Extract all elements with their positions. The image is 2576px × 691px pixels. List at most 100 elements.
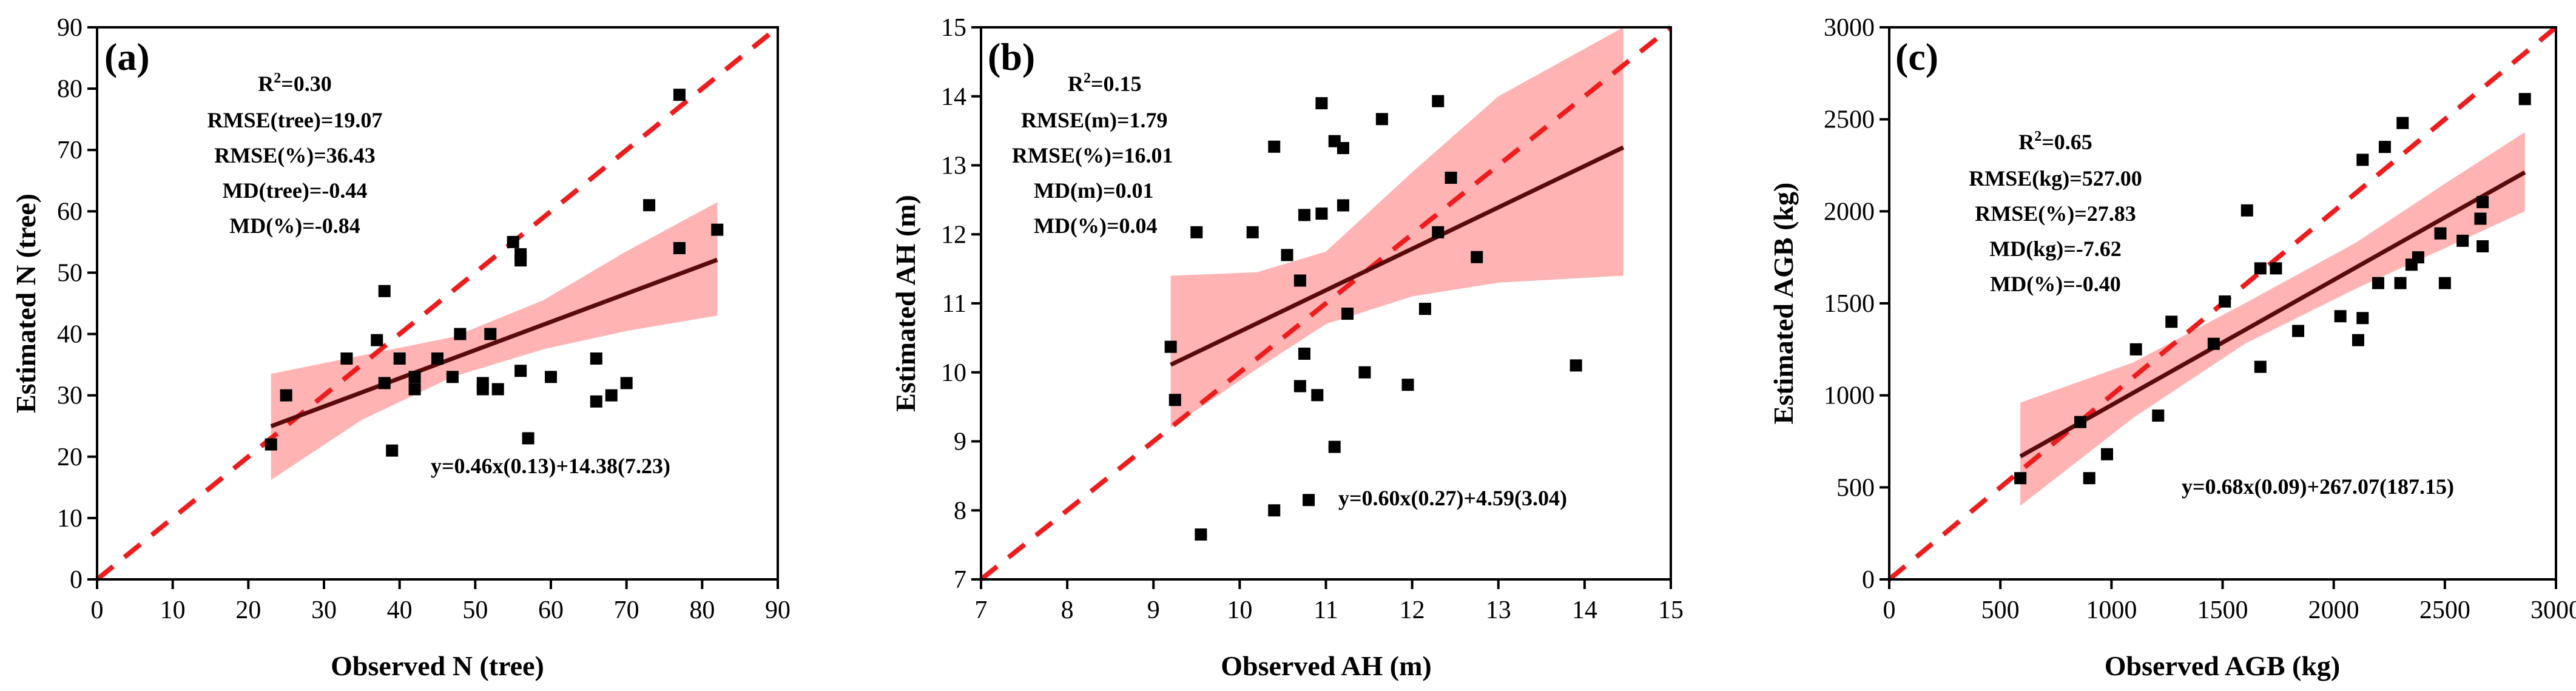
data-point [1418, 303, 1431, 315]
data-point [484, 328, 497, 340]
y-tick-label: 70 [57, 137, 83, 164]
y-tick-label: 90 [57, 14, 83, 42]
data-point [2254, 360, 2267, 373]
x-tick-label: 14 [1572, 596, 1597, 624]
panel-label: (b) [988, 35, 1035, 78]
data-point [491, 383, 504, 396]
data-point [2083, 472, 2096, 485]
data-point [2412, 251, 2424, 264]
data-point [2356, 153, 2369, 166]
data-point [1341, 308, 1354, 320]
regression-equation: y=0.60x(0.27)+4.59(3.04) [1338, 486, 1567, 510]
data-point [1328, 440, 1341, 453]
x-tick-label: 20 [235, 596, 261, 624]
y-tick-label: 60 [57, 198, 83, 226]
x-tick-label: 11 [1313, 596, 1338, 624]
data-point [2014, 472, 2027, 485]
y-tick-label: 9 [954, 428, 966, 456]
data-point [522, 432, 534, 445]
data-point [1303, 494, 1315, 507]
data-point [2477, 196, 2489, 209]
data-point [2074, 416, 2087, 428]
y-tick-label: 11 [942, 290, 966, 318]
stats-box: R2=0.65 RMSE(kg)=527.00 RMSE(%)=27.83 MD… [1969, 129, 2142, 296]
data-point [265, 438, 277, 451]
data-point [1311, 389, 1324, 402]
data-point [2372, 277, 2384, 289]
y-tick-label: 80 [57, 75, 83, 103]
x-axis-label: Observed AGB (kg) [2105, 650, 2340, 681]
y-tick-label: 7 [954, 566, 966, 594]
y-tick-label: 0 [1862, 566, 1875, 594]
x-tick-label: 70 [614, 596, 639, 624]
x-tick-label: 8 [1061, 596, 1074, 624]
x-tick-label: 0 [91, 596, 104, 624]
data-point [2394, 277, 2407, 289]
y-tick-label: 3000 [1824, 14, 1875, 42]
x-tick-label: 1500 [2197, 596, 2248, 624]
data-point [2334, 310, 2347, 323]
data-point [673, 242, 686, 254]
confidence-band [2020, 132, 2525, 506]
data-point [2378, 141, 2391, 153]
rmse-percent-stat: RMSE(%)=36.43 [214, 143, 376, 167]
x-tick-label: 9 [1147, 596, 1160, 624]
y-tick-label: 1500 [1824, 290, 1875, 318]
data-point [408, 371, 421, 383]
data-point [1293, 274, 1306, 287]
x-tick-label: 1000 [2086, 596, 2137, 624]
one-to-one-line [979, 25, 1673, 582]
data-point [1268, 504, 1281, 517]
data-point [2152, 410, 2165, 422]
data-point [620, 377, 633, 389]
data-point [1281, 249, 1293, 261]
y-tick-label: 1000 [1824, 382, 1875, 410]
data-point [2129, 343, 2142, 356]
data-point [408, 383, 421, 396]
plot-frame [96, 26, 779, 581]
data-point [280, 389, 292, 402]
x-tick-label: 3000 [2530, 596, 2576, 624]
regression-line [270, 257, 718, 428]
y-tick-label: 30 [57, 382, 83, 410]
data-point [2434, 227, 2447, 240]
data-point [2292, 325, 2305, 337]
y-tick-label: 500 [1836, 474, 1875, 502]
panel-label: (c) [1895, 35, 1938, 78]
y-tick-label: 50 [57, 259, 83, 287]
y-tick-label: 12 [941, 221, 966, 249]
data-point [431, 352, 443, 365]
md-percent-stat: MD(%)=-0.84 [229, 214, 360, 238]
data-point [1570, 359, 1582, 372]
data-point [2456, 234, 2469, 247]
md-stat: MD(kg)=-7.62 [1989, 237, 2121, 261]
y-tick-label: 0 [70, 566, 83, 594]
data-point [386, 444, 399, 457]
rmse-percent-stat: RMSE(%)=16.01 [1012, 143, 1173, 167]
data-point [1315, 207, 1328, 220]
data-point [1401, 379, 1414, 391]
x-tick-label: 7 [975, 596, 988, 624]
x-tick-label: 30 [311, 596, 337, 624]
x-tick-label: 60 [538, 596, 564, 624]
x-tick-label: 15 [1658, 596, 1684, 624]
y-tick-label: 2000 [1824, 198, 1875, 226]
data-point [2207, 337, 2220, 350]
regression-line [2019, 170, 2526, 459]
data-point [1471, 251, 1483, 263]
data-point [2396, 116, 2409, 129]
data-point [507, 235, 519, 248]
x-tick-label: 500 [1981, 596, 2020, 624]
y-tick-label: 10 [941, 359, 966, 387]
data-point [2356, 312, 2369, 325]
y-tick-label: 10 [57, 505, 83, 533]
data-point [2518, 93, 2531, 106]
panel-a: 0 10 20 30 40 50 60 70 80 90 0 10 20 30 40 50 60 70 80 90 (… [10, 14, 791, 681]
y-tick-label: 40 [57, 321, 83, 349]
stats-box: R2=0.30 RMSE(tree)=19.07 RMSE(%)=36.43 M… [207, 70, 383, 238]
y-axis-label: Estimated N (tree) [10, 194, 41, 413]
data-point [1445, 171, 1457, 184]
regression-equation: y=0.46x(0.13)+14.38(7.23) [431, 454, 670, 478]
y-tick-label: 15 [941, 14, 966, 42]
